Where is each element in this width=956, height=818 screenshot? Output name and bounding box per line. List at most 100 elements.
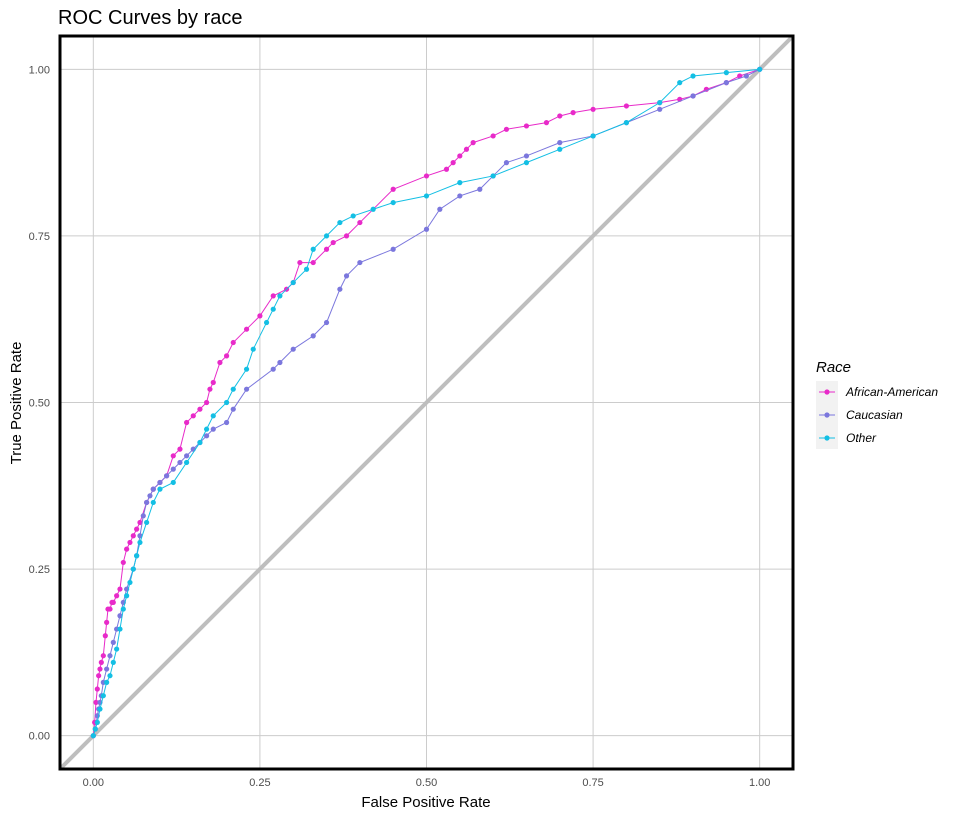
series-layer <box>90 66 763 739</box>
data-point-other <box>97 706 103 712</box>
data-point-african-american <box>97 666 103 672</box>
data-point-other <box>104 679 110 685</box>
data-point-caucasian <box>690 93 696 99</box>
data-point-other <box>250 346 256 352</box>
data-point-caucasian <box>210 426 216 432</box>
data-point-caucasian <box>170 466 176 472</box>
data-point-caucasian <box>243 386 250 392</box>
x-tick-label: 1.00 <box>749 777 770 789</box>
series-line-african-american <box>92 68 760 736</box>
data-point-caucasian <box>523 153 530 159</box>
data-point-african-american <box>443 166 450 172</box>
data-point-african-american <box>557 113 563 119</box>
data-point-other <box>230 386 236 392</box>
data-point-caucasian <box>390 246 396 252</box>
x-tick-label: 0.00 <box>83 777 104 789</box>
data-point-other <box>144 519 150 526</box>
reference-diagonal <box>58 34 795 771</box>
x-tick-label: 0.75 <box>582 777 603 789</box>
data-point-african-american <box>134 526 140 532</box>
data-point-caucasian <box>477 186 483 192</box>
legend-items: African-American Caucasian Other <box>819 385 938 445</box>
legend-title: Race <box>816 359 851 376</box>
data-point-african-american <box>243 326 250 332</box>
data-point-african-american <box>117 586 123 592</box>
data-point-african-american <box>590 106 596 112</box>
data-point-caucasian <box>184 453 190 459</box>
data-point-african-american <box>110 599 116 606</box>
data-point-other <box>263 319 270 326</box>
data-point-african-american <box>100 653 106 659</box>
data-point-african-american <box>470 140 476 146</box>
data-point-african-american <box>423 173 430 179</box>
data-point-other <box>557 146 563 152</box>
legend: Race African-American Caucasian Other <box>816 359 938 449</box>
data-point-african-american <box>102 633 108 639</box>
y-tick-label: 0.50 <box>29 398 50 410</box>
data-point-other <box>657 100 663 106</box>
data-point-african-american <box>330 239 336 246</box>
x-tick-labels: 0.00 0.25 0.50 0.75 1.00 <box>83 777 771 789</box>
data-point-other <box>150 499 156 506</box>
data-point-african-american <box>98 659 104 665</box>
data-point-african-american <box>107 606 113 612</box>
data-point-african-american <box>450 160 456 166</box>
data-point-caucasian <box>657 106 663 112</box>
data-point-african-american <box>297 259 303 266</box>
data-point-other <box>130 566 136 572</box>
data-point-caucasian <box>423 226 430 232</box>
data-point-other <box>350 213 356 219</box>
y-tick-label: 1.00 <box>29 64 50 76</box>
legend-key-point <box>824 389 830 395</box>
data-point-other <box>337 219 343 226</box>
data-point-african-american <box>217 359 223 366</box>
data-point-african-american <box>170 453 176 459</box>
data-point-other <box>223 399 230 406</box>
data-point-caucasian <box>164 473 170 479</box>
legend-key-point <box>824 435 830 441</box>
data-point-african-american <box>310 259 316 266</box>
data-point-caucasian <box>177 459 183 466</box>
data-point-african-american <box>124 546 130 552</box>
data-point-african-american <box>137 519 143 526</box>
data-point-other <box>303 266 310 272</box>
data-point-african-american <box>343 233 350 239</box>
data-point-caucasian <box>743 73 749 79</box>
data-point-other <box>390 199 396 206</box>
data-point-african-american <box>120 559 126 566</box>
data-point-caucasian <box>157 479 163 486</box>
data-point-caucasian <box>104 666 110 672</box>
data-point-other <box>114 646 120 652</box>
data-point-other <box>243 366 250 372</box>
data-point-other <box>270 306 276 312</box>
data-point-caucasian <box>557 140 563 146</box>
data-point-other <box>134 553 140 559</box>
data-point-other <box>690 73 696 79</box>
data-point-african-american <box>93 699 99 705</box>
data-point-other <box>92 726 98 732</box>
data-point-african-american <box>323 246 330 252</box>
chart-title: ROC Curves by race <box>58 7 243 29</box>
data-point-other <box>723 70 729 76</box>
x-tick-label: 0.50 <box>416 777 437 789</box>
data-point-other <box>100 693 106 699</box>
data-point-caucasian <box>723 80 729 86</box>
data-point-other <box>323 233 330 239</box>
data-point-african-american <box>190 413 196 419</box>
data-point-african-american <box>184 419 190 426</box>
data-point-african-american <box>210 379 216 386</box>
data-point-other <box>117 626 123 632</box>
x-axis-label: False Positive Rate <box>361 794 490 811</box>
data-point-other <box>590 133 596 139</box>
data-point-other <box>137 539 143 546</box>
legend-key-point <box>824 412 830 418</box>
data-point-african-american <box>270 293 276 299</box>
data-point-african-american <box>257 313 263 319</box>
legend-item-caucasian: Caucasian <box>819 408 903 422</box>
data-point-african-american <box>114 593 120 599</box>
data-point-other <box>204 426 210 432</box>
data-point-african-american <box>523 123 530 129</box>
data-point-african-american <box>230 339 236 346</box>
legend-label: African-American <box>845 385 938 399</box>
